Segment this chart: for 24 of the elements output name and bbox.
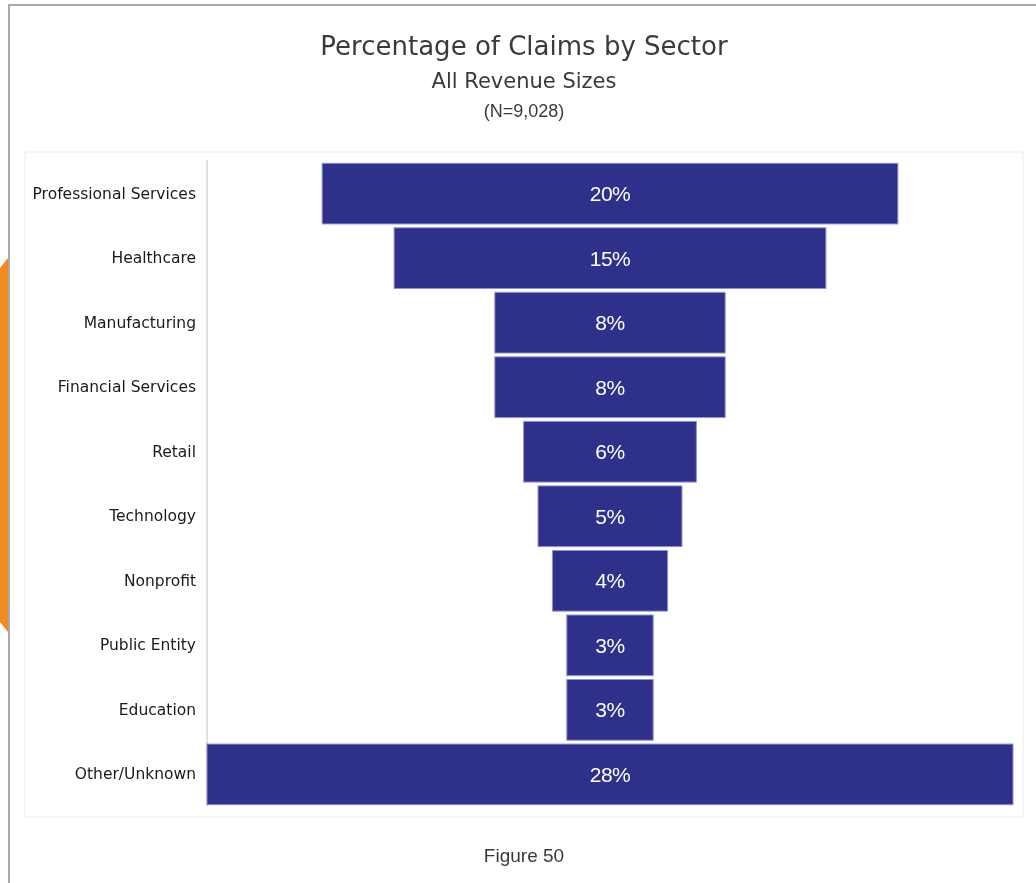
category-label: Nonprofit bbox=[123, 571, 196, 590]
text: Percentage of Claims by Sector bbox=[320, 31, 728, 61]
category-label: Retail bbox=[152, 442, 196, 461]
data-label: 8% bbox=[595, 375, 625, 399]
category-label: Other/Unknown bbox=[74, 765, 196, 784]
text: (N=9,028) bbox=[483, 101, 565, 121]
category-label: Education bbox=[118, 700, 196, 719]
data-label: 20% bbox=[589, 182, 631, 206]
data-label: 4% bbox=[595, 569, 625, 593]
category-label: Professional Services bbox=[32, 184, 196, 203]
category-label: Public Entity bbox=[99, 636, 196, 655]
data-label: 5% bbox=[595, 504, 625, 528]
category-label: Healthcare bbox=[111, 249, 196, 268]
category-label: Technology bbox=[108, 507, 196, 526]
caption: Figure 50 bbox=[483, 845, 565, 866]
data-label: 3% bbox=[595, 633, 625, 657]
data-label: 15% bbox=[589, 246, 631, 270]
text: All Revenue Sizes bbox=[431, 69, 617, 93]
category-label: Financial Services bbox=[57, 378, 196, 397]
data-label: 28% bbox=[589, 762, 631, 786]
category-label: Manufacturing bbox=[83, 313, 196, 332]
data-label: 6% bbox=[595, 440, 625, 464]
data-label: 3% bbox=[595, 698, 625, 722]
data-label: 8% bbox=[595, 311, 625, 335]
